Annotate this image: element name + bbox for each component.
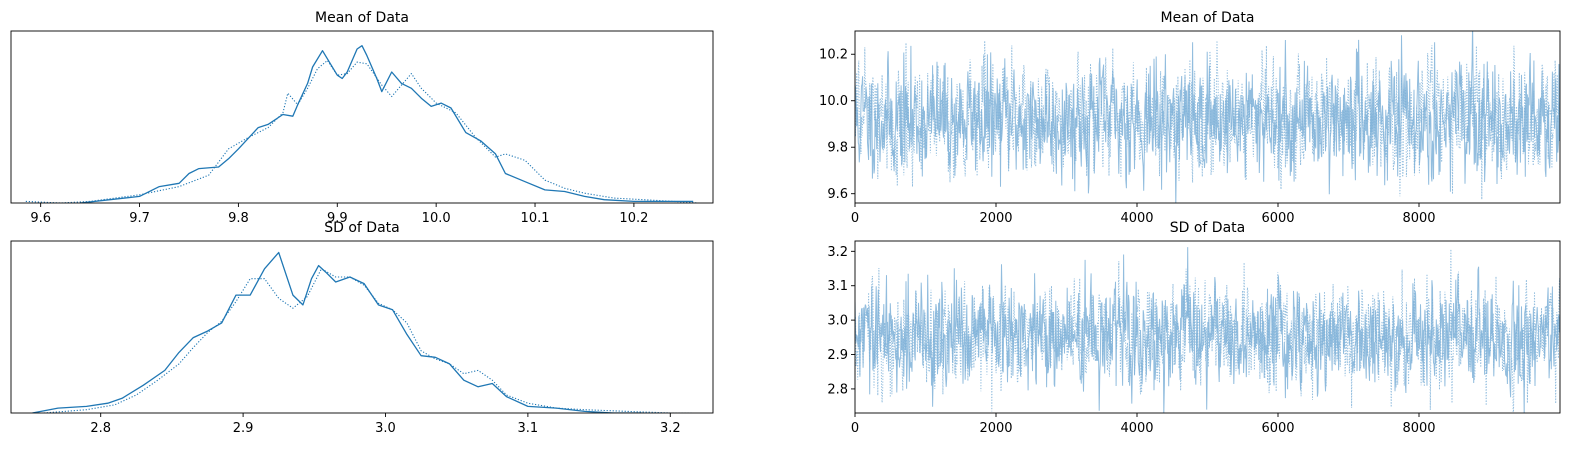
- x-tick-label: 3.0: [375, 421, 396, 436]
- kde-line-dotted: [25, 59, 699, 203]
- plot-area: [855, 247, 1560, 413]
- x-tick-label: 10.2: [619, 211, 648, 226]
- axes-frame: [10, 240, 714, 414]
- axes-frame: [854, 240, 1561, 414]
- y-tick-label: 3.0: [827, 314, 848, 329]
- x-tick-label: 8000: [1402, 211, 1435, 226]
- subplot-4: 0 2000 4000 6000 8000 2.8 2.9 3.0 3.1 3.2 SD of Da…: [827, 220, 1561, 436]
- x-tick-label: 10.1: [521, 211, 550, 226]
- x-tick-label: 9.7: [129, 211, 150, 226]
- x-tick-label: 8000: [1402, 421, 1435, 436]
- y-tick-label: 9.8: [827, 141, 848, 156]
- subplot-title: Mean of Data: [315, 10, 409, 26]
- y-tick-label: 2.9: [827, 348, 848, 363]
- trace-line-solid: [855, 247, 1560, 413]
- x-tick-label: 2.8: [90, 421, 111, 436]
- x-tick-label: 2.9: [233, 421, 254, 436]
- subplot-2: 0 2000 4000 6000 8000 9.6 9.8 10.0 10.2 Mean of D…: [819, 10, 1561, 226]
- plot-area: [32, 251, 692, 413]
- x-tick-label: 2000: [979, 421, 1012, 436]
- x-tick-label: 4000: [1120, 421, 1153, 436]
- x-tick-label: 4000: [1120, 211, 1153, 226]
- x-tick-label: 0: [851, 421, 859, 436]
- x-tick-label: 6000: [1261, 421, 1294, 436]
- subplot-title: SD of Data: [324, 220, 400, 236]
- axes-frame: [854, 30, 1561, 204]
- y-tick-label: 10.0: [819, 94, 848, 109]
- y-tick-label: 2.8: [827, 382, 848, 397]
- y-tick-label: 10.2: [819, 48, 848, 63]
- x-tick-label: 2000: [979, 211, 1012, 226]
- kde-line-dotted: [43, 268, 692, 413]
- x-tick-label: 3.1: [518, 421, 539, 436]
- subplot-title: SD of Data: [1170, 220, 1246, 236]
- x-tick-label: 9.6: [30, 211, 51, 226]
- subplot-3: 2.8 2.9 3.0 3.1 3.2 SD of Data: [10, 220, 714, 436]
- kde-line-solid: [32, 251, 642, 413]
- x-tick-label: 3.2: [660, 421, 681, 436]
- trace-line-dotted: [855, 40, 1560, 200]
- subplot-1: 9.6 9.7 9.8 9.9 10.0 10.1 10.2 Mean of Data: [10, 10, 714, 226]
- axes-frame: [10, 30, 714, 204]
- x-tick-label: 0: [851, 211, 859, 226]
- plot-area: [855, 31, 1560, 203]
- x-tick-label: 9.8: [228, 211, 249, 226]
- y-tick-label: 9.6: [827, 187, 848, 202]
- subplot-title: Mean of Data: [1161, 10, 1255, 26]
- y-tick-label: 3.1: [827, 279, 848, 294]
- kde-line-solid: [80, 45, 694, 203]
- x-tick-label: 6000: [1261, 211, 1294, 226]
- trace-line-dotted: [855, 249, 1560, 413]
- plot-area: [25, 45, 699, 203]
- x-tick-label: 9.9: [327, 211, 348, 226]
- y-tick-label: 3.2: [827, 245, 848, 260]
- x-tick-label: 10.0: [422, 211, 451, 226]
